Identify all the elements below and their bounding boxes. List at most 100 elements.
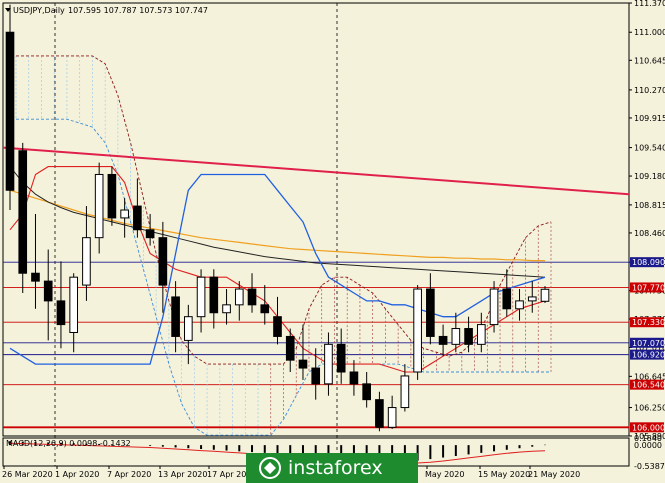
price-tag-label: 107.330 (632, 318, 665, 327)
candle-body (5, 31, 15, 191)
candle (400, 364, 410, 412)
candle-body (476, 324, 486, 345)
x-tick-label: May 2020 (425, 470, 464, 479)
macd-label: MACD(12,26,9) 0.0098 -0.1432 (6, 439, 131, 448)
price-tag-bg (630, 379, 664, 390)
candle (426, 273, 435, 345)
y-tick-label: 106.645 (634, 372, 665, 381)
candle-body (31, 272, 40, 282)
candle-body (158, 237, 168, 286)
candle-body (145, 229, 155, 239)
candle (311, 348, 321, 400)
cloud-span-a (16, 55, 552, 365)
x-tick-label: 15 May 2020 (478, 470, 530, 479)
candle-body (120, 209, 129, 219)
cloud-span-b (16, 118, 551, 436)
candle-body (362, 383, 371, 401)
candle (298, 324, 308, 380)
price-tag: 106.000 (630, 422, 665, 433)
candle (285, 328, 295, 372)
dropdown-triangle-icon[interactable] (5, 8, 11, 12)
candle (247, 273, 257, 313)
candle-body (400, 375, 410, 409)
macd-tick-label: 0.0000 (634, 441, 662, 450)
x-tick-label: 7 Apr 2020 (107, 470, 151, 479)
price-tag: 107.070 (630, 337, 665, 348)
price-tag-label: 108.090 (632, 258, 665, 267)
candle (476, 312, 486, 353)
price-tag-label: 106.920 (632, 351, 665, 360)
candle-body (260, 304, 270, 314)
y-tick-label: 108.815 (634, 201, 665, 210)
x-tick-label: 26 Mar 2020 (2, 470, 53, 479)
candle-body (133, 205, 142, 231)
candle (260, 285, 270, 325)
candle-body (527, 296, 537, 302)
candle-body (196, 276, 206, 318)
candle-body (18, 150, 28, 274)
candle-body (387, 407, 397, 428)
candle (133, 178, 142, 238)
candle (464, 316, 473, 353)
candle (120, 198, 129, 238)
y-tick-label: 106.250 (634, 404, 665, 413)
candle (273, 296, 282, 345)
x-tick-label: 17 Apr 2020 (207, 470, 256, 479)
y-tick-label: 109.180 (634, 172, 665, 181)
candle (502, 269, 512, 317)
x-tick-label: 1 Apr 2020 (55, 470, 99, 479)
price-tag-bg (630, 282, 664, 293)
candle-body (438, 335, 448, 345)
candle (324, 332, 333, 396)
price-tag-bg (630, 257, 664, 268)
candle-body (336, 343, 346, 373)
price-tag-label: 107.070 (632, 339, 665, 348)
trendline (2, 146, 630, 196)
price-tag-bg (630, 317, 664, 328)
candle-body (69, 276, 79, 333)
candle (515, 289, 524, 321)
candle (184, 304, 193, 365)
price-tag-bg (630, 337, 664, 348)
candle (107, 166, 117, 226)
candle-body (234, 288, 244, 306)
candle-body (171, 296, 180, 337)
y-tick-label: 109.540 (634, 144, 665, 153)
candle-body (247, 288, 257, 306)
candle-body (464, 328, 473, 345)
candle-body (107, 173, 117, 219)
candle-body (184, 316, 193, 341)
candle-body (451, 328, 461, 345)
candle (349, 360, 359, 396)
candle (234, 281, 244, 321)
candle-body (413, 288, 422, 373)
candle-body (56, 300, 66, 326)
candle-body (94, 173, 104, 239)
y-tick-label: 110.270 (634, 86, 665, 95)
candle-body (285, 335, 295, 361)
y-tick-label: 111.370 (634, 0, 665, 8)
candle (438, 324, 448, 357)
candle (94, 162, 104, 254)
price-tag: 106.920 (630, 349, 665, 360)
y-tick-label: 111.000 (634, 28, 665, 37)
instaforex-watermark: instaforex (246, 453, 418, 483)
brand-logo-icon (259, 457, 281, 479)
candle-body (515, 300, 524, 310)
candle-body (502, 288, 512, 310)
candle (69, 273, 79, 353)
price-tag-label: 106.540 (632, 381, 665, 390)
candle (540, 286, 550, 304)
candle-body (375, 399, 384, 428)
candle (413, 285, 422, 380)
price-tag: 107.330 (630, 317, 665, 328)
price-tag-label: 106.000 (632, 423, 665, 432)
candle (196, 269, 206, 333)
price-tag: 106.540 (630, 379, 665, 390)
candle-body (349, 371, 359, 385)
price-tag-label: 107.770 (632, 283, 665, 292)
x-tick-label: 21 May 2020 (528, 470, 580, 479)
symbol-title: USDJPY,Daily (13, 6, 65, 15)
candle-body (209, 276, 219, 314)
